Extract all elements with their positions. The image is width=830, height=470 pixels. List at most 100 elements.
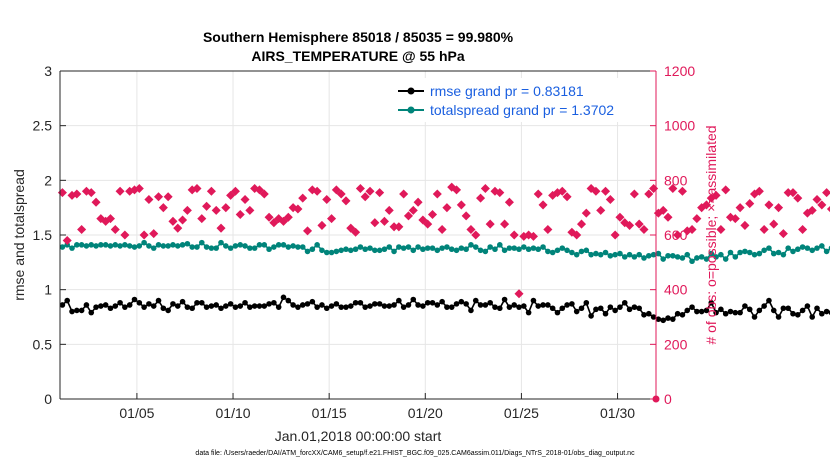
obs-marker-shape	[240, 194, 250, 204]
rmse-point	[328, 303, 335, 309]
totalspread-point	[674, 254, 681, 260]
rmse-point	[641, 312, 647, 318]
obs-marker	[322, 194, 332, 204]
totalspread-point	[98, 242, 104, 248]
rmse-point	[424, 299, 431, 306]
rmse-point	[59, 302, 66, 308]
x-tick-label: 01/10	[216, 405, 251, 421]
rmse-point	[194, 299, 200, 306]
totalspread-point	[328, 249, 335, 256]
totalspread-point	[487, 244, 493, 250]
totalspread-point	[266, 246, 272, 253]
totalspread-point	[722, 256, 729, 262]
legend-spread-marker	[407, 106, 415, 114]
obs-marker-shape	[798, 225, 808, 235]
rmse-point	[271, 299, 277, 306]
totalspread-point	[208, 245, 215, 251]
totalspread-point	[83, 243, 90, 249]
obs-marker	[163, 192, 173, 202]
obs-marker-shape	[86, 188, 96, 198]
rmse-point	[809, 314, 816, 320]
rmse-point	[357, 299, 364, 306]
rmse-point	[362, 304, 369, 310]
rmse-point	[621, 299, 628, 306]
obs-marker-shape	[120, 230, 130, 240]
obs-marker-shape	[663, 212, 673, 222]
totalspread-point	[93, 243, 99, 249]
y-axis-label-right: # of obs: o=possible; ×=assimilated	[703, 125, 719, 344]
rmse-point	[64, 297, 71, 304]
rmse-point	[376, 301, 383, 307]
totalspread-point	[593, 250, 599, 257]
obs-marker	[807, 205, 817, 215]
obs-marker-shape	[77, 225, 87, 235]
obs-marker-shape	[764, 200, 774, 210]
totalspread-point	[506, 245, 513, 251]
rmse-point	[732, 309, 739, 316]
totalspread-point	[218, 239, 224, 246]
totalspread-point	[271, 244, 277, 250]
totalspread-point	[309, 246, 316, 253]
rmse-point	[468, 307, 474, 314]
totalspread-point	[304, 248, 311, 255]
y-tick-label-left: 2.5	[33, 118, 53, 134]
rmse-point	[746, 306, 753, 313]
obs-marker	[206, 186, 216, 196]
totalspread-point	[684, 251, 691, 258]
obs-marker-shape	[72, 189, 82, 199]
obs-marker-shape	[221, 203, 231, 213]
rmse-point	[569, 301, 575, 307]
obs-marker-shape	[370, 218, 380, 228]
totalspread-point	[59, 244, 66, 250]
totalspread-point	[285, 244, 292, 250]
totalspread-point	[770, 250, 777, 257]
rmse-point	[170, 301, 176, 307]
totalspread-point	[578, 248, 585, 255]
rmse-point	[372, 301, 378, 307]
totalspread-point	[732, 254, 739, 260]
obs-marker-shape	[740, 220, 750, 230]
series-layer	[57, 182, 830, 403]
obs-marker	[139, 230, 149, 240]
totalspread-point	[597, 251, 604, 258]
rmse-point	[799, 307, 806, 314]
totalspread-point	[160, 243, 167, 249]
obs-marker	[701, 200, 711, 210]
obs-marker	[86, 188, 96, 198]
totalspread-point	[256, 242, 263, 248]
totalspread-point	[636, 251, 642, 258]
obs-marker	[514, 289, 524, 299]
rmse-point	[69, 308, 75, 315]
rmse-point	[655, 316, 662, 322]
totalspread-point	[617, 250, 623, 257]
obs-marker	[798, 225, 808, 235]
totalspread-point	[472, 244, 479, 250]
totalspread-point	[367, 245, 373, 251]
rmse-point	[511, 302, 518, 308]
totalspread-point	[621, 254, 628, 260]
obs-marker-shape	[293, 204, 303, 214]
totalspread-point	[756, 250, 763, 257]
rmse-point	[367, 303, 373, 309]
rmse-point	[472, 297, 479, 304]
totalspread-point	[453, 247, 460, 254]
totalspread-point	[482, 248, 489, 255]
obs-marker	[298, 193, 308, 203]
rmse-point	[684, 307, 691, 314]
x-axis-label: Jan.01,2018 00:00:00 start	[275, 428, 442, 444]
obs-marker-shape	[442, 203, 452, 213]
totalspread-point	[540, 244, 546, 250]
rmse-point	[814, 305, 820, 312]
totalspread-point	[564, 247, 570, 254]
rmse-point	[444, 304, 450, 310]
totalspread-point	[314, 242, 320, 248]
rmse-point	[645, 310, 652, 317]
y-tick-label-left: 2	[44, 172, 52, 188]
rmse-point	[708, 299, 715, 306]
rmse-point	[429, 299, 436, 306]
totalspread-point	[237, 242, 244, 248]
rmse-point	[295, 304, 301, 310]
obs-marker	[197, 214, 207, 224]
obs-marker	[168, 216, 178, 226]
